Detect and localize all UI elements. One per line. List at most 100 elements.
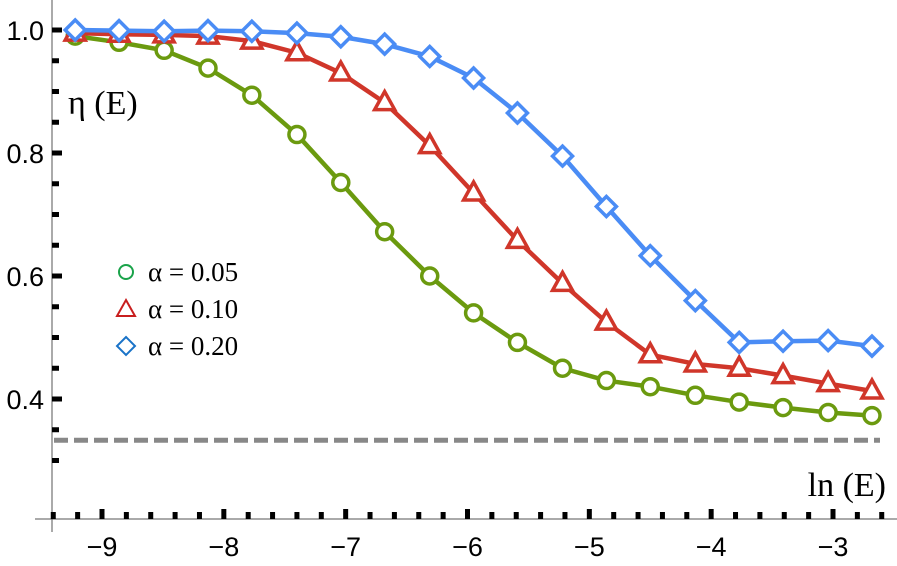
y-tick bbox=[52, 335, 59, 340]
diamond-marker-icon bbox=[815, 328, 841, 354]
y-tick bbox=[52, 150, 62, 156]
triangle-marker-icon bbox=[859, 376, 885, 400]
circle-marker-icon bbox=[862, 405, 882, 426]
y-tick bbox=[52, 181, 59, 187]
legend-item-alpha-010: α = 0.10 bbox=[115, 294, 238, 324]
x-tick bbox=[318, 512, 324, 519]
diamond-marker-icon bbox=[726, 329, 752, 355]
y-tick bbox=[52, 365, 59, 371]
diamond-marker-icon bbox=[682, 288, 708, 314]
diamond-marker-icon bbox=[372, 31, 398, 57]
y-tick bbox=[52, 273, 62, 279]
legend-item-alpha-005: α = 0.05 bbox=[118, 257, 238, 287]
x-tick-label: −3 bbox=[818, 532, 849, 562]
triangle-marker-icon bbox=[726, 353, 753, 377]
y-tick-label: 1.0 bbox=[6, 16, 44, 46]
axes: 0.4 0.6 0.8 1.0 −9 −8 −7 −6 −5 −4 −3 bbox=[6, 0, 897, 562]
y-tick bbox=[52, 396, 62, 402]
triangle-marker-icon bbox=[416, 131, 443, 155]
diamond-marker-icon bbox=[106, 18, 132, 44]
legend-label: α = 0.05 bbox=[148, 257, 238, 287]
x-tick bbox=[440, 512, 446, 519]
diamond-marker-icon bbox=[550, 143, 576, 169]
circle-marker-icon bbox=[729, 392, 749, 412]
x-tick bbox=[854, 512, 860, 519]
x-tick bbox=[684, 512, 690, 519]
circle-marker-icon bbox=[596, 370, 617, 391]
x-tick bbox=[830, 509, 836, 519]
diamond-marker-icon bbox=[859, 333, 885, 359]
x-tick bbox=[416, 512, 422, 519]
diamond-marker-icon bbox=[115, 335, 137, 357]
axis-labels: η (E) ln (E) bbox=[68, 85, 886, 504]
x-tick-label: −9 bbox=[87, 532, 118, 562]
y-tick bbox=[52, 119, 59, 125]
circle-marker-icon bbox=[818, 402, 838, 423]
x-tick bbox=[75, 512, 81, 519]
x-tick bbox=[781, 512, 787, 519]
y-tick bbox=[52, 58, 59, 64]
triangle-marker-icon bbox=[815, 369, 842, 393]
triangle-marker-icon bbox=[504, 225, 531, 250]
x-tick bbox=[245, 512, 251, 519]
triangle-marker-icon bbox=[593, 307, 620, 331]
x-tick bbox=[538, 512, 544, 519]
series-diamond bbox=[62, 17, 885, 359]
x-tick bbox=[611, 512, 617, 519]
x-tick bbox=[586, 509, 592, 519]
x-tick-label: −8 bbox=[208, 532, 239, 562]
diamond-marker-icon bbox=[239, 18, 265, 44]
y-tick bbox=[52, 89, 59, 94]
x-tick bbox=[659, 512, 665, 519]
legend-label: α = 0.20 bbox=[148, 331, 238, 361]
diamond-marker-icon bbox=[284, 20, 310, 46]
diamond-marker-icon bbox=[328, 24, 354, 50]
x-tick-label: −7 bbox=[330, 532, 361, 562]
circle-marker-icon bbox=[154, 40, 174, 61]
diamond-marker-icon bbox=[637, 243, 663, 269]
x-tick bbox=[343, 509, 349, 519]
y-axis-label: η (E) bbox=[68, 85, 138, 122]
x-tick bbox=[757, 512, 763, 519]
circle-marker-icon bbox=[773, 397, 793, 418]
x-tick bbox=[465, 509, 470, 519]
y-tick bbox=[52, 427, 59, 433]
x-tick bbox=[635, 512, 641, 519]
circle-marker-icon bbox=[419, 266, 440, 286]
diamond-marker-icon bbox=[417, 43, 443, 69]
circle-marker-icon bbox=[374, 221, 395, 242]
triangle-marker-icon bbox=[327, 58, 354, 82]
triangle-marker-icon bbox=[371, 87, 398, 112]
y-tick bbox=[52, 242, 59, 248]
diamond-marker-icon bbox=[504, 100, 530, 126]
triangle-marker-icon bbox=[637, 340, 664, 364]
x-tick bbox=[196, 512, 202, 519]
y-tick-label: 0.6 bbox=[6, 262, 44, 292]
x-tick bbox=[221, 509, 227, 519]
y-tick-label: 0.4 bbox=[6, 385, 44, 415]
x-tick bbox=[733, 512, 739, 519]
y-tick bbox=[52, 304, 59, 310]
diamond-marker-icon bbox=[195, 18, 221, 44]
diamond-marker-icon bbox=[593, 194, 619, 219]
series-group bbox=[62, 17, 885, 426]
circle-marker-icon bbox=[640, 376, 660, 397]
x-tick-label: −6 bbox=[452, 532, 483, 562]
x-tick bbox=[391, 512, 397, 519]
y-tick bbox=[52, 27, 62, 33]
circle-marker-icon bbox=[242, 85, 262, 105]
diamond-marker-icon bbox=[151, 18, 177, 44]
triangle-marker-icon bbox=[549, 268, 576, 293]
legend: α = 0.05 α = 0.10 α = 0.20 bbox=[115, 257, 238, 361]
circle-marker-icon bbox=[118, 264, 134, 280]
triangle-marker-icon bbox=[115, 297, 137, 317]
x-tick bbox=[367, 512, 373, 519]
diamond-marker-icon bbox=[461, 65, 487, 91]
legend-label: α = 0.10 bbox=[148, 294, 238, 324]
diamond-marker-icon bbox=[770, 328, 796, 354]
circle-marker-icon bbox=[552, 358, 573, 378]
triangle-marker-icon bbox=[770, 361, 797, 385]
x-tick bbox=[50, 512, 56, 519]
x-tick bbox=[879, 512, 885, 519]
